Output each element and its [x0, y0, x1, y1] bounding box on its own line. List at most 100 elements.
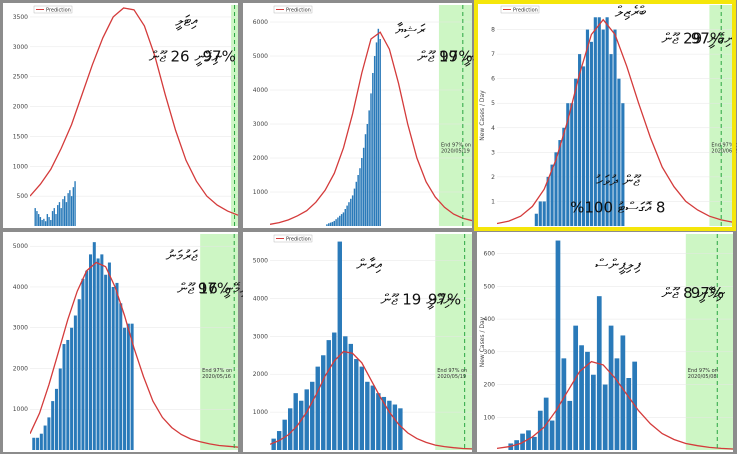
- y-tick-label: 4: [491, 125, 495, 132]
- bar: [381, 396, 387, 450]
- bar: [44, 221, 47, 226]
- bar: [365, 381, 370, 450]
- bar: [351, 195, 354, 226]
- y-tick-label: 1000: [13, 406, 28, 413]
- panel-background: [3, 3, 238, 228]
- prediction-line: [497, 18, 733, 225]
- legend-box: [500, 5, 540, 14]
- end-label: 2020/05/16: [202, 374, 231, 380]
- y-tick-label: 600: [484, 251, 496, 258]
- bar: [337, 217, 339, 226]
- overlay-text: ނިމޭނީ 29 ޖޫން: [661, 30, 735, 48]
- y-tick-label: 5: [491, 100, 495, 107]
- bar: [538, 201, 542, 226]
- bar: [608, 325, 614, 450]
- end-label: End 97% on: [441, 142, 471, 148]
- legend-label: Prediction: [286, 237, 311, 243]
- prediction-line: [497, 360, 733, 450]
- overlay-text: ނިމޭނީ 26 ޖޫން: [149, 48, 223, 66]
- overlay-text: ނިމޭނީ 19 ޖޫން: [380, 291, 454, 309]
- bar: [344, 209, 347, 226]
- bar: [48, 217, 50, 226]
- legend-label: Prediction: [286, 8, 311, 14]
- end-band: [200, 234, 238, 450]
- bar: [392, 404, 398, 450]
- bar: [573, 325, 579, 450]
- bar: [67, 193, 69, 226]
- end-label: 2020/05/19: [441, 148, 470, 154]
- bar: [348, 343, 354, 450]
- bar: [609, 54, 613, 226]
- plot-area: [270, 5, 472, 226]
- overlay-text: ނިމޭނީ 16 ޖޫން: [177, 280, 251, 298]
- bar: [578, 54, 582, 226]
- y-tick-label: 2000: [253, 371, 268, 378]
- overlay-text: 97%: [203, 48, 236, 66]
- bar: [73, 315, 77, 450]
- bar: [66, 339, 70, 450]
- end-band: [709, 5, 733, 226]
- bar: [601, 29, 605, 226]
- bar: [337, 241, 342, 450]
- y-tick-label: 3000: [253, 333, 268, 340]
- bar: [376, 393, 381, 450]
- bar: [364, 134, 367, 226]
- bar: [69, 190, 71, 226]
- overlay-text: 97%: [439, 48, 472, 66]
- plot-area: [497, 234, 733, 450]
- bar: [107, 262, 111, 450]
- y-tick-label: 200: [484, 382, 496, 389]
- end-label: 2020/05/19: [437, 374, 466, 380]
- bar: [342, 212, 345, 226]
- end-label: End 97% on: [202, 368, 232, 374]
- bar: [304, 389, 309, 450]
- bar: [354, 359, 359, 450]
- bar: [328, 223, 330, 226]
- bar: [88, 254, 93, 450]
- y-tick-label: 4000: [13, 284, 28, 291]
- bar: [36, 437, 40, 450]
- legend-label: Prediction: [513, 8, 538, 14]
- bar: [366, 124, 369, 226]
- y-tick-label: 5000: [253, 258, 268, 265]
- bar: [62, 199, 64, 226]
- bar: [340, 214, 343, 226]
- bar: [50, 220, 52, 226]
- plot-area: [30, 234, 238, 450]
- bar: [65, 202, 68, 226]
- bar: [605, 17, 609, 226]
- bar: [70, 196, 73, 226]
- y-tick-label: 1000: [13, 163, 28, 170]
- overlay-text: އިޓަލީ: [175, 12, 198, 30]
- bar: [77, 299, 81, 450]
- y-axis-label: New Cases / Day: [479, 316, 486, 367]
- end-band: [435, 234, 472, 450]
- bar: [333, 220, 336, 226]
- y-tick-label: 4000: [253, 87, 268, 94]
- bar: [373, 56, 376, 226]
- bar: [62, 344, 66, 450]
- prediction-line: [30, 7, 238, 216]
- bar: [613, 29, 617, 226]
- overlay-text: 97%: [428, 291, 461, 309]
- bar: [271, 438, 276, 450]
- end-label: End 97% on: [688, 368, 718, 374]
- y-tick-label: 3500: [13, 14, 28, 21]
- bar: [377, 28, 380, 226]
- bar: [593, 17, 597, 226]
- overlay-text: ރަޝިޔާ: [395, 21, 426, 39]
- y-tick-label: 500: [17, 193, 29, 200]
- y-tick-label: 1: [491, 198, 495, 205]
- bar: [70, 327, 74, 450]
- prediction-line: [30, 261, 238, 448]
- bar: [41, 220, 43, 226]
- bar: [546, 176, 550, 226]
- y-tick-label: 5000: [253, 53, 268, 60]
- end-label: 2020/06/29: [711, 148, 737, 154]
- bar: [310, 381, 315, 450]
- bar: [55, 214, 57, 226]
- bar: [115, 282, 119, 450]
- panel-background: [477, 3, 733, 228]
- bar: [558, 140, 562, 226]
- bar: [532, 436, 537, 450]
